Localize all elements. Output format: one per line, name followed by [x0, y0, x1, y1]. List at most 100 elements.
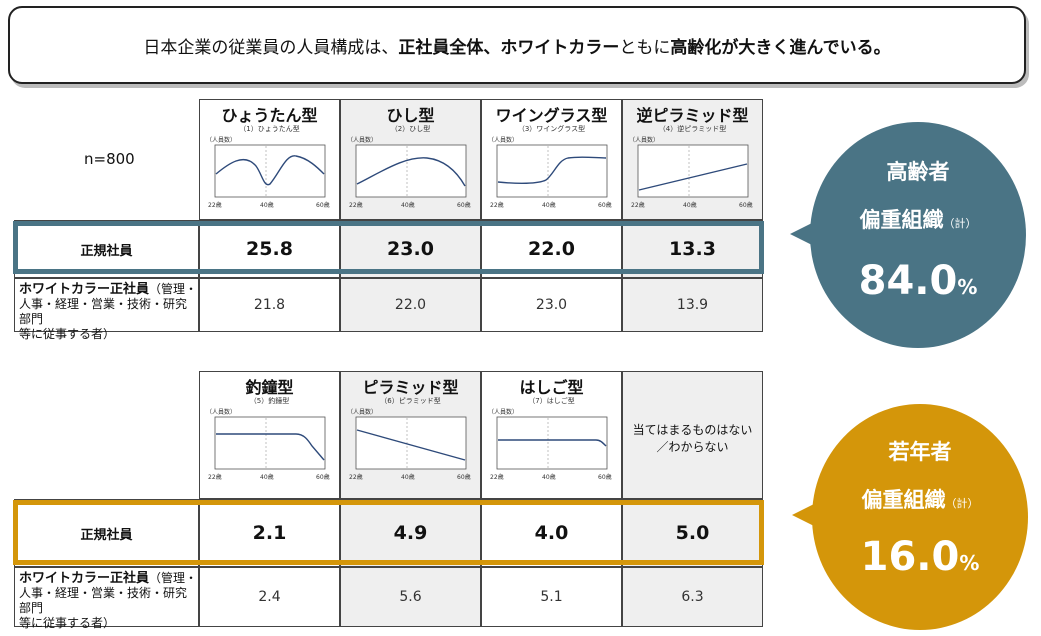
- x-tick-label: 22歳: [349, 202, 363, 209]
- x-tick-label: 22歳: [490, 474, 504, 481]
- chart-frame: [496, 416, 608, 470]
- regular-value: 13.3: [669, 238, 716, 260]
- na-label: 当てはまるものはない／わからない: [632, 423, 753, 454]
- regular-value: 4.0: [534, 522, 569, 544]
- column-subtitle: （4）逆ピラミッド型: [658, 125, 727, 133]
- column-header: 釣鐘型 （5）釣鐘型 （人員数） 22歳 40歳 60歳: [199, 371, 340, 499]
- x-tick-label: 40歳: [683, 202, 697, 209]
- column-header: ピラミッド型 （6）ピラミッド型 （人員数） 22歳 40歳 60歳: [340, 371, 481, 499]
- x-tick-label: 22歳: [490, 202, 504, 209]
- shape-curve: [356, 157, 466, 187]
- x-tick-label: 40歳: [542, 474, 556, 481]
- elder-bubble: 高齢者 偏重組織（計） 84.0%: [810, 122, 1026, 348]
- y-axis-label: （人員数）: [347, 409, 378, 416]
- value-cell: 22.0: [340, 278, 481, 332]
- x-tick-label: 40歳: [542, 202, 556, 209]
- y-axis-label: （人員数）: [206, 137, 237, 144]
- chart-frame: [496, 144, 608, 198]
- chart-frame: [355, 144, 467, 198]
- value-cell: 21.8: [199, 278, 340, 332]
- chart-frame: [637, 144, 749, 198]
- whitecollar-value: 23.0: [535, 297, 568, 313]
- y-axis-label: （人員数）: [488, 137, 519, 144]
- y-axis-label: （人員数）: [206, 409, 237, 416]
- regular-value: 23.0: [387, 238, 434, 260]
- shape-curve: [215, 155, 325, 186]
- column-subtitle: （6）ピラミッド型: [380, 397, 441, 405]
- column-subtitle: （5）釣鐘型: [249, 397, 290, 405]
- row-label-regular: 正規社員: [80, 527, 133, 543]
- column-title: 釣鐘型: [245, 378, 294, 397]
- column-header: はしご型 （7）はしご型 （人員数） 22歳 40歳 60歳: [481, 371, 622, 499]
- headline-bold2: 高齢化が大きく進んでいる。: [670, 37, 891, 58]
- shape-curve: [216, 433, 325, 461]
- column-subtitle: （1）ひょうたん型: [239, 125, 300, 133]
- value-cell: 4.0: [481, 499, 622, 567]
- y-axis-label: （人員数）: [347, 137, 378, 144]
- x-tick-label: 60歳: [457, 202, 471, 209]
- x-tick-label: 40歳: [401, 474, 415, 481]
- column-header: 逆ピラミッド型 （4）逆ピラミッド型 （人員数） 22歳 40歳 60歳: [622, 99, 763, 220]
- elder-bubble-line1: 高齢者: [886, 160, 950, 184]
- shape-chart: [496, 416, 608, 470]
- shape-chart: [637, 144, 749, 198]
- y-axis-label: （人員数）: [488, 409, 519, 416]
- shape-curve: [498, 439, 607, 447]
- row-label-cell: ホワイトカラー正社員（管理・ 人事・経理・営業・技術・研究部門 等に従事する者）: [14, 278, 199, 341]
- value-cell: 6.3: [622, 567, 763, 627]
- regular-value: 5.0: [675, 522, 710, 544]
- shape-chart: [214, 416, 326, 470]
- x-tick-label: 22歳: [208, 202, 222, 209]
- sample-size: n=800: [84, 150, 135, 168]
- row-label-whitecollar: ホワイトカラー正社員（管理・ 人事・経理・営業・技術・研究部門 等に従事する者）: [19, 282, 198, 341]
- value-cell: 23.0: [481, 278, 622, 332]
- column-header: ひょうたん型 （1）ひょうたん型 （人員数） 22歳 40歳 60歳: [199, 99, 340, 220]
- value-cell: 5.6: [340, 567, 481, 627]
- value-cell: 5.1: [481, 567, 622, 627]
- shape-curve: [356, 429, 466, 461]
- regular-value: 22.0: [528, 238, 575, 260]
- young-bubble-value: 16.0%: [860, 534, 980, 580]
- headline-prefix: 日本企業の従業員の人員構成は、: [143, 37, 399, 58]
- whitecollar-value: 22.0: [394, 297, 427, 313]
- young-bubble: 若年者 偏重組織（計） 16.0%: [812, 404, 1028, 630]
- column-title: ワイングラス型: [495, 106, 608, 125]
- value-cell: 13.9: [622, 278, 763, 332]
- column-subtitle: （3）ワイングラス型: [517, 125, 586, 133]
- x-tick-label: 60歳: [316, 474, 330, 481]
- whitecollar-value: 5.6: [399, 589, 422, 605]
- whitecollar-value: 2.4: [258, 589, 281, 605]
- value-cell: 4.9: [340, 499, 481, 567]
- shape-chart: [355, 144, 467, 198]
- regular-value: 25.8: [246, 238, 293, 260]
- whitecollar-value: 6.3: [681, 589, 704, 605]
- shape-chart: [496, 144, 608, 198]
- y-axis-label: （人員数）: [629, 137, 660, 144]
- value-cell: 2.4: [199, 567, 340, 627]
- elder-bubble-value: 84.0%: [858, 258, 978, 304]
- x-tick-label: 60歳: [457, 474, 471, 481]
- value-cell: 5.0: [622, 499, 763, 567]
- row-label-cell: ホワイトカラー正社員（管理・ 人事・経理・営業・技術・研究部門 等に従事する者）: [14, 567, 199, 630]
- chart-frame: [214, 144, 326, 198]
- chart-frame: [214, 416, 326, 470]
- elder-bubble-line2: 偏重組織（計）: [859, 208, 977, 232]
- column-title: ピラミッド型: [341, 374, 480, 398]
- x-tick-label: 60歳: [598, 474, 612, 481]
- headline-bold1: 正社員全体、ホワイトカラー: [398, 37, 620, 58]
- column-header: ワイングラス型 （3）ワイングラス型 （人員数） 22歳 40歳 60歳: [481, 99, 622, 220]
- column-header: 当てはまるものはない／わからない: [622, 371, 763, 499]
- column-subtitle: （7）はしご型: [528, 397, 575, 405]
- value-cell: 13.3: [622, 220, 763, 278]
- x-tick-label: 40歳: [401, 202, 415, 209]
- column-title: ひょうたん型: [221, 106, 318, 125]
- value-cell: 22.0: [481, 220, 622, 278]
- x-tick-label: 40歳: [260, 202, 274, 209]
- x-tick-label: 40歳: [260, 474, 274, 481]
- shape-curve: [497, 156, 607, 185]
- column-subtitle: （2）ひし型: [390, 125, 431, 133]
- shape-curve: [638, 163, 748, 191]
- row-label-whitecollar: ホワイトカラー正社員（管理・ 人事・経理・営業・技術・研究部門 等に従事する者）: [19, 571, 198, 630]
- column-title: ひし型: [341, 102, 480, 126]
- whitecollar-value: 5.1: [540, 589, 563, 605]
